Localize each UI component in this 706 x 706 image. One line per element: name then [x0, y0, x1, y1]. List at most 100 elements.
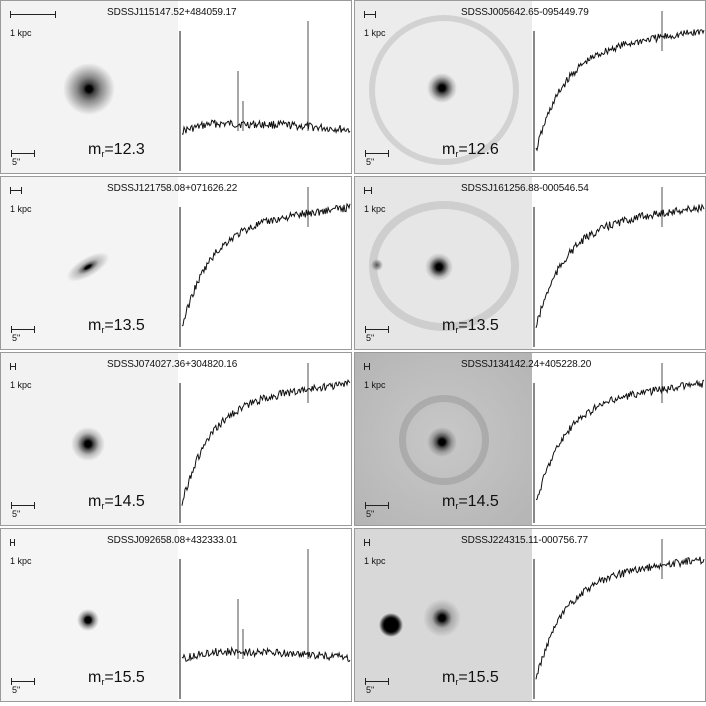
spectrum-plot [178, 529, 351, 701]
arcsec-label: 5" [366, 157, 375, 167]
spiral-arm [369, 15, 519, 165]
magnitude-label: mr=12.6 [442, 141, 499, 159]
galaxy-blob [71, 427, 105, 461]
galaxy-image: 1 kpc 5" mr=15.5 [355, 529, 532, 701]
companion-star [379, 613, 403, 637]
kpc-label: 1 kpc [364, 556, 386, 566]
object-id: SDSSJ074027.36+304820.16 [107, 359, 238, 370]
galaxy-panel: 1 kpc 5" mr=14.5 SDSSJ074027.36+304820.1… [0, 352, 352, 526]
galaxy-blob [423, 599, 461, 637]
kpc-label: 1 kpc [364, 28, 386, 38]
object-id: SDSSJ005642.65-095449.79 [461, 7, 589, 18]
kpc-scale-bar [364, 187, 372, 194]
magnitude-label: mr=13.5 [88, 317, 145, 335]
spectrum-svg [533, 539, 705, 699]
galaxy-panel: 1 kpc 5" mr=13.5 SDSSJ161256.88-000546.5… [354, 176, 706, 350]
galaxy-panel: 1 kpc 5" mr=12.3 SDSSJ115147.52+484059.1… [0, 0, 352, 174]
spectrum-plot [532, 177, 705, 349]
spectrum-trace [182, 119, 351, 135]
arcsec-scale-bar [11, 150, 35, 157]
kpc-label: 1 kpc [10, 380, 32, 390]
magnitude-label: mr=12.3 [88, 141, 145, 159]
arcsec-scale-bar [365, 502, 389, 509]
knot [371, 259, 383, 271]
spectrum-svg [179, 363, 351, 523]
spectrum-trace [535, 379, 705, 501]
kpc-scale-bar [10, 187, 22, 194]
galaxy-blob [427, 73, 457, 103]
galaxy-blob [427, 427, 457, 457]
galaxy-image: 1 kpc 5" mr=15.5 [1, 529, 178, 701]
galaxy-image: 1 kpc 5" mr=13.5 [355, 177, 532, 349]
kpc-scale-bar [10, 539, 15, 546]
spectrum-trace [535, 28, 705, 152]
galaxy-blob [77, 609, 99, 631]
arcsec-label: 5" [12, 157, 21, 167]
magnitude-label: mr=14.5 [88, 493, 145, 511]
spectrum-svg [533, 11, 705, 171]
galaxy-image: 1 kpc 5" mr=12.3 [1, 1, 178, 173]
magnitude-label: mr=13.5 [442, 317, 499, 335]
arcsec-scale-bar [11, 502, 35, 509]
spectrum-trace [181, 378, 351, 506]
arcsec-scale-bar [365, 678, 389, 685]
spectrum-plot [532, 353, 705, 525]
arcsec-label: 5" [366, 685, 375, 695]
galaxy-panel: 1 kpc 5" mr=13.5 SDSSJ121758.08+071626.2… [0, 176, 352, 350]
spectrum-svg [179, 21, 351, 171]
spectrum-plot [532, 1, 705, 173]
kpc-scale-bar [364, 11, 376, 18]
kpc-label: 1 kpc [364, 204, 386, 214]
object-id: SDSSJ161256.88-000546.54 [461, 183, 589, 194]
kpc-scale-bar [10, 11, 56, 18]
arcsec-scale-bar [365, 326, 389, 333]
spectrum-svg [533, 187, 705, 347]
kpc-scale-bar [364, 363, 370, 370]
object-id: SDSSJ092658.08+432333.01 [107, 535, 238, 546]
arcsec-label: 5" [12, 333, 21, 343]
arcsec-label: 5" [12, 509, 21, 519]
object-id: SDSSJ115147.52+484059.17 [107, 7, 237, 18]
kpc-scale-bar [364, 539, 370, 546]
galaxy-blob [63, 63, 115, 115]
magnitude-label: mr=15.5 [88, 669, 145, 687]
galaxy-panel: 1 kpc 5" mr=12.6 SDSSJ005642.65-095449.7… [354, 0, 706, 174]
object-id: SDSSJ224315.11-000756.77 [461, 535, 588, 546]
arcsec-scale-bar [365, 150, 389, 157]
kpc-label: 1 kpc [10, 556, 32, 566]
galaxy-blob [61, 245, 115, 289]
arcsec-label: 5" [366, 333, 375, 343]
magnitude-label: mr=14.5 [442, 493, 499, 511]
magnitude-label: mr=15.5 [442, 669, 499, 687]
spectrum-trace [181, 202, 351, 327]
kpc-label: 1 kpc [10, 28, 32, 38]
arcsec-label: 5" [12, 685, 21, 695]
spectrum-plot [532, 529, 705, 701]
galaxy-blob [425, 253, 453, 281]
kpc-scale-bar [10, 363, 16, 370]
spectrum-plot [178, 1, 351, 173]
galaxy-panel: 1 kpc 5" mr=15.5 SDSSJ224315.11-000756.7… [354, 528, 706, 702]
spectrum-svg [533, 363, 705, 523]
object-id: SDSSJ121758.08+071626.22 [107, 183, 238, 194]
arcsec-label: 5" [366, 509, 375, 519]
galaxy-image: 1 kpc 5" mr=13.5 [1, 177, 178, 349]
kpc-label: 1 kpc [10, 204, 32, 214]
spectrum-trace [535, 203, 705, 328]
spectrum-plot [178, 353, 351, 525]
spectrum-trace [181, 645, 351, 663]
galaxy-image: 1 kpc 5" mr=12.6 [355, 1, 532, 173]
galaxy-panel: 1 kpc 5" mr=14.5 SDSSJ134142.24+405228.2… [354, 352, 706, 526]
kpc-label: 1 kpc [364, 380, 386, 390]
object-id: SDSSJ134142.24+405228.20 [461, 359, 592, 370]
galaxy-image: 1 kpc 5" mr=14.5 [1, 353, 178, 525]
galaxy-image: 1 kpc 5" mr=14.5 [355, 353, 532, 525]
spectrum-trace [535, 556, 705, 680]
spiral-arm [399, 395, 489, 485]
spectrum-svg [179, 187, 351, 347]
arcsec-scale-bar [11, 326, 35, 333]
arcsec-scale-bar [11, 678, 35, 685]
spectrum-plot [178, 177, 351, 349]
galaxy-panel: 1 kpc 5" mr=15.5 SDSSJ092658.08+432333.0… [0, 528, 352, 702]
